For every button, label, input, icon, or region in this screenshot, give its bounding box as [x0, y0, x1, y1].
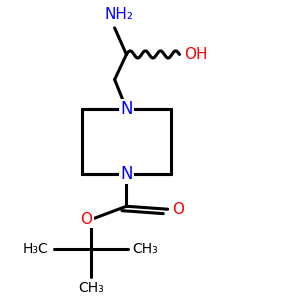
Text: O: O [81, 212, 93, 227]
Text: CH₃: CH₃ [132, 242, 158, 256]
Text: N: N [120, 100, 133, 118]
Text: O: O [172, 202, 184, 217]
Text: CH₃: CH₃ [78, 281, 104, 296]
Text: OH: OH [184, 47, 207, 62]
Text: NH₂: NH₂ [104, 7, 134, 22]
Text: N: N [120, 165, 133, 183]
Text: H₃C: H₃C [22, 242, 48, 256]
